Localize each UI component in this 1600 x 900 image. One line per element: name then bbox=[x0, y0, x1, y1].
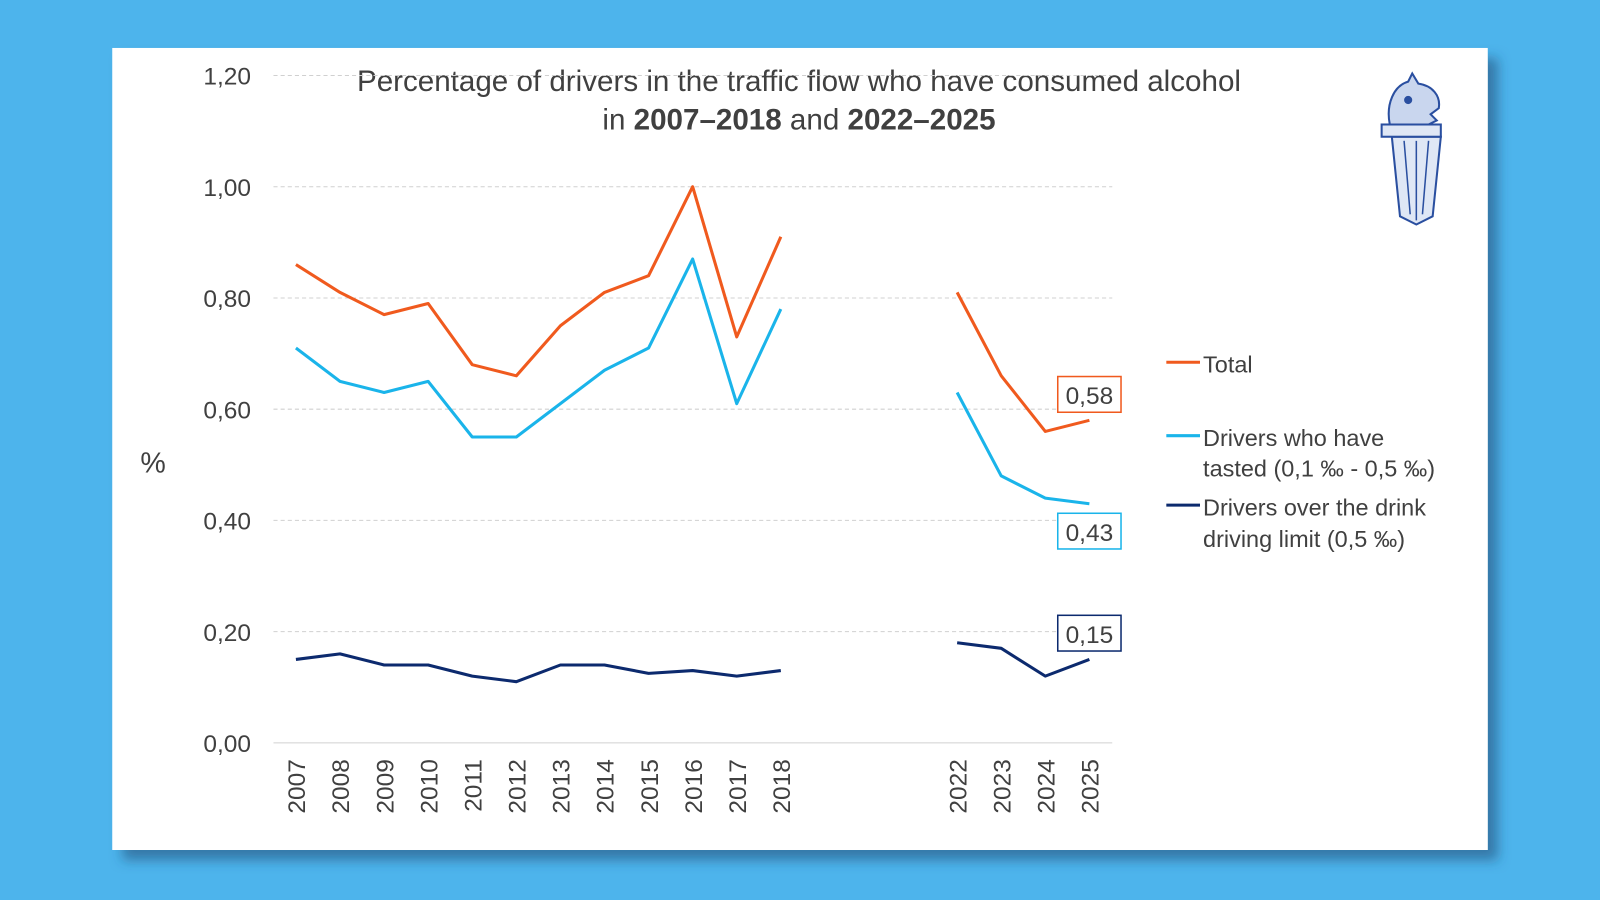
data-label-box bbox=[1056, 375, 1122, 414]
series-line-0-2007-2018 bbox=[295, 185, 783, 378]
x-tick-label: 2009 bbox=[372, 759, 399, 813]
x-tick-label: 2025 bbox=[1078, 759, 1105, 813]
legend-entry: Total bbox=[1203, 351, 1253, 377]
series-line-1-2022-2025 bbox=[955, 391, 1090, 506]
y-tick-label: 0,80 bbox=[203, 286, 251, 313]
x-tick-label: 2007 bbox=[284, 759, 311, 813]
x-tick-label: 2012 bbox=[505, 759, 532, 813]
y-tick-label: 1,00 bbox=[203, 175, 251, 202]
x-tick-label: 2008 bbox=[328, 759, 355, 813]
series-line-2-2007-2018 bbox=[295, 652, 782, 684]
chart-title-line1: Percentage of drivers in the traffic flo… bbox=[357, 65, 1241, 98]
x-tick-label: 2013 bbox=[549, 759, 576, 813]
series-line-0-2022-2025 bbox=[955, 291, 1090, 433]
y-tick-label: 0,40 bbox=[203, 509, 251, 536]
x-tick-label: 2016 bbox=[681, 759, 708, 813]
x-tick-label: 2010 bbox=[416, 759, 443, 813]
data-label-box bbox=[1056, 614, 1122, 652]
x-tick-label: 2015 bbox=[637, 759, 664, 813]
y-tick-label: 0,60 bbox=[203, 397, 251, 424]
y-axis-label: % bbox=[140, 447, 165, 479]
chart-title-line2: in 2007–2018 and 2022–2025 bbox=[602, 104, 995, 137]
data-label-box bbox=[1056, 512, 1122, 550]
y-tick-label: 0,00 bbox=[203, 731, 251, 758]
x-tick-label: 2023 bbox=[989, 759, 1016, 813]
x-tick-label: 2018 bbox=[769, 759, 796, 813]
series-line-2-2022-2025 bbox=[956, 641, 1090, 678]
data-label: 0,43 bbox=[1066, 520, 1114, 547]
x-tick-label: 2024 bbox=[1033, 759, 1060, 813]
y-tick-label: 0,20 bbox=[203, 620, 251, 647]
data-label: 0,15 bbox=[1066, 622, 1114, 649]
police-emblem-icon bbox=[1380, 71, 1442, 226]
chart-card bbox=[112, 47, 1488, 851]
legend-entry: Drivers who have bbox=[1203, 425, 1384, 451]
legend-entry: tasted (0,1 ‰ - 0,5 ‰) bbox=[1203, 456, 1435, 482]
x-tick-label: 2022 bbox=[945, 759, 972, 813]
legend-entry: driving limit (0,5 ‰) bbox=[1203, 526, 1405, 552]
x-tick-label: 2011 bbox=[460, 759, 487, 812]
y-tick-label: 1,20 bbox=[203, 64, 251, 91]
data-label: 0,58 bbox=[1066, 383, 1114, 410]
x-tick-label: 2014 bbox=[593, 759, 620, 813]
x-tick-label: 2017 bbox=[725, 759, 752, 813]
legend-entry: Drivers over the drink bbox=[1203, 494, 1426, 520]
series-line-1-2007-2018 bbox=[294, 257, 783, 439]
